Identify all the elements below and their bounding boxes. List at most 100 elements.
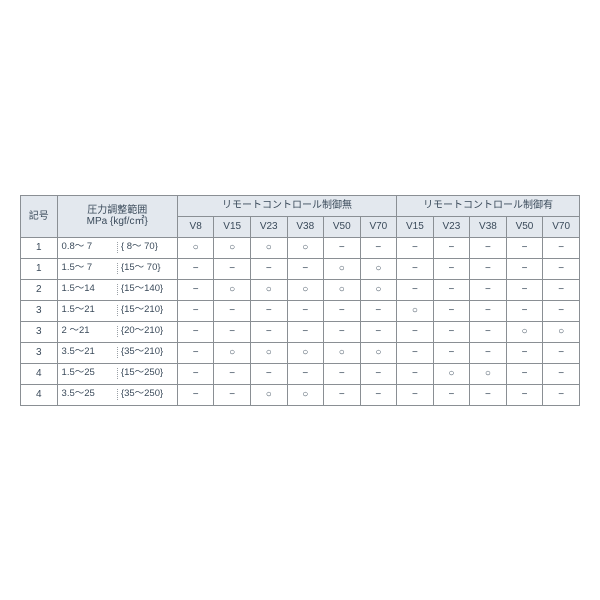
- cell-range-mpa: 3.5～25: [62, 389, 117, 399]
- table-row: 21.5～14{15～140}−○○○○○−−−−−: [21, 279, 580, 300]
- cell-mark: −: [470, 237, 507, 258]
- cell-range-mpa: 1.5～25: [62, 368, 117, 378]
- cell-mark: ○: [397, 300, 434, 321]
- table-row: 10.8～ 7{ 8～ 70}○○○○−−−−−−−: [21, 237, 580, 258]
- cell-range-mpa: 1.5～14: [62, 284, 117, 294]
- cell-mark: −: [470, 300, 507, 321]
- cell-mark: −: [506, 384, 543, 405]
- cell-range: 1.5～21{15～210}: [57, 300, 177, 321]
- cell-range-mpa: 1.5～ 7: [62, 263, 117, 273]
- header-group-remote: リモートコントロール制御有: [397, 195, 580, 216]
- cell-mark: −: [177, 342, 214, 363]
- cell-range-kgf: {20～210}: [117, 326, 178, 336]
- cell-mark: ○: [250, 384, 287, 405]
- cell-mark: ○: [250, 279, 287, 300]
- header-range-line2: MPa {kgf/c㎡}: [87, 216, 148, 227]
- cell-mark: ○: [287, 384, 324, 405]
- cell-mark: −: [397, 258, 434, 279]
- cell-range-kgf: {15～210}: [117, 305, 178, 315]
- cell-range: 1.5～25{15～250}: [57, 363, 177, 384]
- header-col-noremote-v23: V23: [250, 216, 287, 237]
- cell-mark: −: [433, 342, 470, 363]
- cell-range: 1.5～ 7{15～ 70}: [57, 258, 177, 279]
- cell-mark: −: [214, 258, 251, 279]
- table-body: 10.8～ 7{ 8～ 70}○○○○−−−−−−−11.5～ 7{15～ 70…: [21, 237, 580, 405]
- cell-mark: ○: [177, 237, 214, 258]
- cell-mark: −: [506, 342, 543, 363]
- cell-mark: −: [397, 342, 434, 363]
- cell-mark: −: [324, 237, 361, 258]
- cell-mark: ○: [470, 363, 507, 384]
- cell-mark: −: [177, 258, 214, 279]
- cell-kigou: 3: [21, 342, 58, 363]
- cell-mark: −: [324, 300, 361, 321]
- cell-mark: −: [177, 300, 214, 321]
- header-col-remote-v50: V50: [506, 216, 543, 237]
- cell-mark: −: [506, 279, 543, 300]
- header-col-noremote-v8: V8: [177, 216, 214, 237]
- cell-mark: −: [177, 321, 214, 342]
- cell-range: 2 ～21{20～210}: [57, 321, 177, 342]
- cell-mark: −: [433, 321, 470, 342]
- header-col-remote-v23: V23: [433, 216, 470, 237]
- cell-mark: ○: [360, 342, 397, 363]
- cell-range-mpa: 1.5～21: [62, 305, 117, 315]
- table-header: 記号 圧力調整範囲 MPa {kgf/c㎡} リモートコントロール制御無 リモー…: [21, 195, 580, 237]
- table-row: 32 ～21{20～210}−−−−−−−−−○○: [21, 321, 580, 342]
- pressure-range-table: 記号 圧力調整範囲 MPa {kgf/c㎡} リモートコントロール制御無 リモー…: [20, 195, 580, 406]
- cell-range: 1.5～14{15～140}: [57, 279, 177, 300]
- cell-kigou: 4: [21, 363, 58, 384]
- cell-kigou: 3: [21, 321, 58, 342]
- cell-mark: −: [470, 342, 507, 363]
- cell-mark: −: [324, 321, 361, 342]
- cell-mark: −: [250, 363, 287, 384]
- cell-mark: ○: [214, 342, 251, 363]
- cell-mark: ○: [214, 279, 251, 300]
- cell-mark: −: [214, 321, 251, 342]
- cell-mark: −: [214, 363, 251, 384]
- cell-mark: −: [506, 363, 543, 384]
- cell-mark: −: [287, 300, 324, 321]
- cell-mark: ○: [324, 279, 361, 300]
- cell-range-kgf: {35～210}: [117, 347, 178, 357]
- cell-mark: −: [397, 279, 434, 300]
- table-row: 43.5～25{35～250}−−○○−−−−−−−: [21, 384, 580, 405]
- header-col-noremote-v70: V70: [360, 216, 397, 237]
- cell-range-kgf: {15～ 70}: [117, 263, 178, 273]
- cell-mark: ○: [506, 321, 543, 342]
- cell-mark: −: [397, 237, 434, 258]
- cell-mark: −: [250, 321, 287, 342]
- cell-mark: −: [287, 258, 324, 279]
- cell-mark: ○: [250, 237, 287, 258]
- cell-range-mpa: 2 ～21: [62, 326, 117, 336]
- cell-mark: −: [433, 258, 470, 279]
- cell-mark: −: [287, 363, 324, 384]
- cell-mark: −: [324, 363, 361, 384]
- cell-mark: −: [214, 384, 251, 405]
- cell-mark: −: [214, 300, 251, 321]
- header-col-remote-v38: V38: [470, 216, 507, 237]
- cell-mark: −: [506, 237, 543, 258]
- cell-mark: −: [470, 384, 507, 405]
- table-row: 33.5～21{35～210}−○○○○○−−−−−: [21, 342, 580, 363]
- table-row: 31.5～21{15～210}−−−−−−○−−−−: [21, 300, 580, 321]
- cell-mark: ○: [360, 258, 397, 279]
- cell-mark: −: [543, 279, 580, 300]
- cell-range-kgf: {35～250}: [117, 389, 178, 399]
- cell-range-kgf: { 8～ 70}: [117, 242, 178, 252]
- header-col-noremote-v50: V50: [324, 216, 361, 237]
- cell-kigou: 1: [21, 258, 58, 279]
- cell-mark: −: [177, 363, 214, 384]
- cell-mark: −: [397, 363, 434, 384]
- cell-mark: −: [543, 258, 580, 279]
- cell-kigou: 4: [21, 384, 58, 405]
- header-col-remote-v70: V70: [543, 216, 580, 237]
- cell-mark: −: [433, 300, 470, 321]
- cell-mark: −: [360, 363, 397, 384]
- cell-mark: ○: [360, 279, 397, 300]
- cell-range: 3.5～21{35～210}: [57, 342, 177, 363]
- header-col-noremote-v15: V15: [214, 216, 251, 237]
- cell-mark: −: [433, 237, 470, 258]
- cell-mark: ○: [287, 237, 324, 258]
- pressure-range-table-container: 記号 圧力調整範囲 MPa {kgf/c㎡} リモートコントロール制御無 リモー…: [20, 195, 580, 406]
